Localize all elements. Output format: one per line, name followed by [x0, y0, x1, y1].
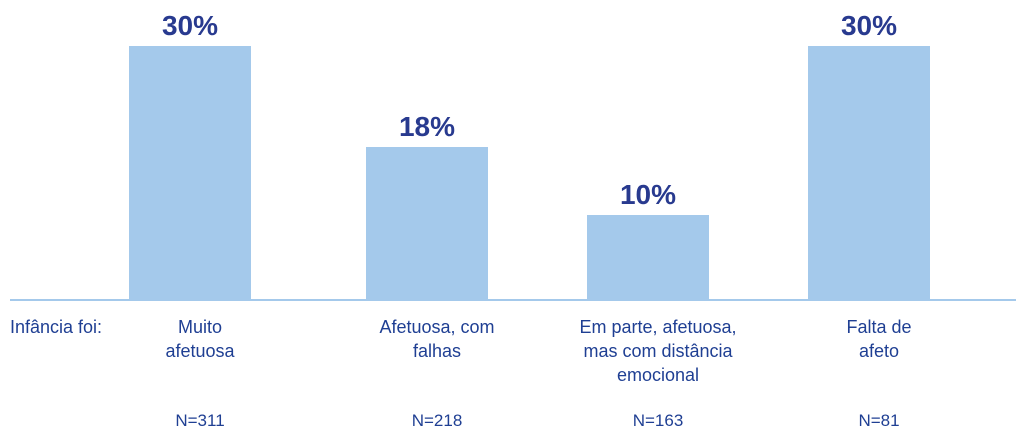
category-label: Muito afetuosa	[165, 317, 235, 361]
value-label: 18%	[398, 111, 456, 143]
baseline	[10, 299, 1016, 301]
category-label: Em parte, afetuosa, mas com distância em…	[579, 317, 737, 385]
bar	[129, 46, 251, 299]
sample-label: N=81	[858, 411, 900, 430]
bar	[587, 214, 709, 299]
value-label: 30%	[840, 10, 898, 41]
value-label: 30%	[161, 10, 219, 41]
bar	[808, 46, 930, 299]
row-label: Infância foi:	[10, 317, 103, 337]
category-label: Afetuosa, com falhas	[379, 317, 495, 361]
sample-label: N=311	[175, 411, 225, 430]
sample-label: N=163	[632, 411, 684, 430]
value-label: 10%	[619, 178, 677, 210]
category-label: Falta de afeto	[846, 317, 912, 361]
bar	[366, 147, 488, 299]
sample-label: N=218	[411, 411, 463, 430]
